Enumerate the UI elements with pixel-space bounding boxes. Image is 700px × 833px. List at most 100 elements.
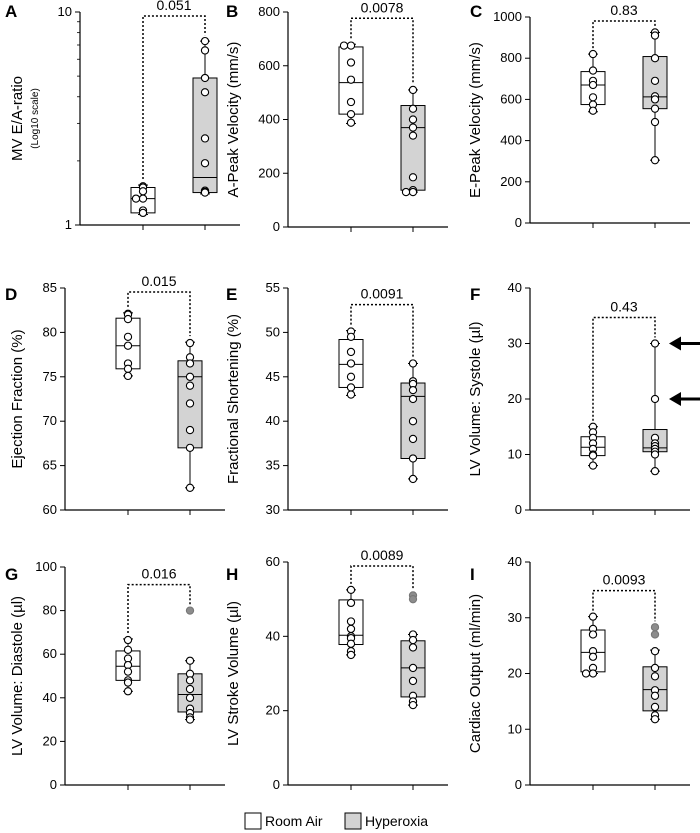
data-point [346,75,356,84]
data-point [123,341,133,350]
data-point [650,647,660,656]
p-value-label: 0.0091 [361,286,404,302]
data-point [200,159,210,168]
y-tick-label: 30 [508,336,522,351]
y-axis-label: LV Stroke Volume (µl) [225,601,242,746]
series-hyperoxia [400,85,426,197]
y-tick-label: 10 [508,721,522,736]
y-tick-label: 35 [266,458,280,473]
data-point [346,332,356,341]
significance-bracket [142,15,206,180]
data-point [185,399,195,408]
p-value-label: 0.0089 [361,547,404,563]
data-point [138,208,148,218]
series-room-air [338,585,364,660]
data-point [138,194,148,203]
y-tick-label: 0 [273,219,280,234]
data-point [123,678,133,687]
series-room-air [338,327,364,399]
y-tick-label: 80 [43,603,57,618]
data-point [200,134,210,143]
panel-letter-a: A [5,2,17,21]
data-point [346,359,356,368]
data-point [185,483,195,492]
data-point [185,715,195,724]
data-point [588,66,598,75]
data-point [588,49,598,59]
panel-f: F 0 10 20 30 40 LV Volume: Systole (µl) 0.43 [467,280,700,517]
panel-c: C 0 200 400 600 800 1000 E-Peak Velocity (mm/s)… [467,2,690,230]
data-point [408,676,418,686]
data-point [408,359,418,368]
significance-bracket [350,17,414,84]
data-point [339,41,349,50]
data-point [346,383,356,392]
series-hyperoxia [177,338,203,492]
panel-letter-c: C [470,2,482,21]
y-axis-label: E-Peak Velocity (mm/s) [467,42,484,198]
data-point [650,54,660,63]
y-tick-label: 85 [43,280,57,295]
y-tick-label: 100 [35,559,57,574]
series-room-air [115,309,141,381]
data-point [123,645,133,654]
data-point [346,617,356,626]
y-axis-label: Ejection Fraction (%) [9,329,26,468]
series-hyperoxia [642,623,668,724]
legend: Room Air Hyperoxia [244,812,428,830]
data-point [588,451,598,460]
y-tick-label: 0 [515,215,522,230]
data-point [650,339,660,348]
data-point [123,314,133,324]
data-point [346,58,356,67]
legend-swatch-room-air [244,812,262,830]
panel-letter-f: F [470,285,480,304]
data-point [408,173,418,182]
y-tick-label: 20 [43,733,57,748]
significance-bracket [592,316,656,421]
series-hyperoxia [642,339,668,476]
series-room-air [580,49,606,115]
series-hyperoxia [642,28,668,165]
series-room-air [580,612,606,678]
y-axis-label: Cardiac Output (ml/min) [467,594,484,753]
data-point [138,187,148,196]
data-point [408,131,418,140]
y-tick-label: 20 [266,703,280,718]
data-point [123,687,133,696]
panel-letter-e: E [226,285,237,304]
data-point [408,417,418,426]
data-point [200,36,210,46]
y-tick-label: 65 [43,458,57,473]
y-tick-label: 0 [273,777,280,792]
y-tick-label: 20 [508,391,522,406]
data-point [185,359,195,368]
data-point [123,635,133,645]
panel-a: A 1 10 MV E/A-ratio (Log10 scale) 0.051 [5,0,240,232]
y-tick-label: 60 [266,554,280,569]
data-point [408,187,418,197]
data-point [650,623,660,632]
y-tick-label: 40 [43,690,57,705]
data-point [346,624,356,634]
data-point [408,663,418,673]
y-tick-label: 10 [58,4,72,19]
data-point [650,663,660,673]
y-tick-label: 400 [500,133,522,148]
panel-h: H 0 20 40 60 LV Stroke Volume (µl) 0.0089 [225,547,448,792]
legend-swatch-hyperoxia [344,812,362,830]
data-point [588,106,598,115]
data-point [346,585,356,595]
data-point [650,31,660,40]
data-point [650,715,660,724]
y-tick-label: 55 [266,280,280,295]
arrow-head-icon [669,336,681,351]
y-axis-label: MV E/A-ratio [9,76,26,161]
data-point [408,123,418,132]
data-point [346,650,356,660]
significance-bracket [127,583,191,633]
y-tick-label: 80 [43,324,57,339]
panel-letter-i: I [470,565,475,584]
data-point [408,115,418,124]
